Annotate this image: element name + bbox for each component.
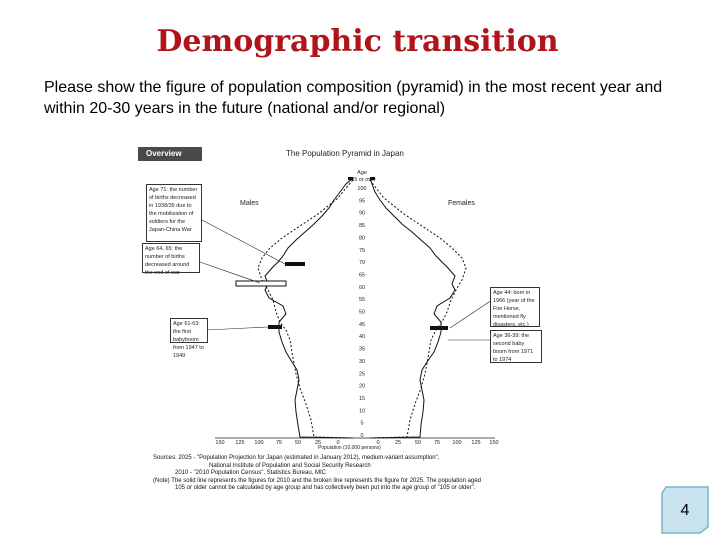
age-tick-label: 55 xyxy=(359,297,365,303)
age61-marker xyxy=(268,325,282,329)
page-number: 4 xyxy=(680,502,690,519)
age-tick-label: 85 xyxy=(359,223,365,229)
x-tick-label: 75 xyxy=(434,440,440,446)
source-line: 105 or older cannot be calculated by age… xyxy=(175,485,476,491)
age-tick-label: 65 xyxy=(359,272,365,278)
age-tick-label: 105 or over xyxy=(348,177,376,183)
x-tick-label: 125 xyxy=(471,440,480,446)
age-tick-label: 100 xyxy=(357,186,366,192)
age-tick-label: 40 xyxy=(359,334,365,340)
age-tick-label: 75 xyxy=(359,248,365,254)
note-age-44: Age 44: born in 1966 (year of the Fire H… xyxy=(490,287,540,328)
x-tick-label: 50 xyxy=(415,440,421,446)
age-tick-label: 10 xyxy=(359,408,365,414)
age-tick-label: 5 xyxy=(360,421,363,427)
note-age-71: Age 71: the number of births decreased i… xyxy=(146,184,202,242)
age-tick-label: 90 xyxy=(359,211,365,217)
overview-tag: Overview xyxy=(138,147,202,161)
x-tick-label: 125 xyxy=(235,440,244,446)
females-105-bar xyxy=(370,177,375,180)
age-tick-label: 25 xyxy=(359,371,365,377)
age-tick-label: 80 xyxy=(359,235,365,241)
x-tick-label: 100 xyxy=(452,440,461,446)
age-tick-label: 95 xyxy=(359,198,365,204)
males-105-bar xyxy=(348,177,353,180)
females-2025-outline xyxy=(369,179,467,439)
x-tick-label: 150 xyxy=(489,440,498,446)
x-tick-label: 25 xyxy=(315,440,321,446)
x-tick-label: 100 xyxy=(254,440,263,446)
page-number-badge: 4 xyxy=(660,485,710,535)
badge-shape xyxy=(661,486,709,534)
age-tick-label: 60 xyxy=(359,285,365,291)
age-tick-label: 30 xyxy=(359,359,365,365)
age-tick-label: 15 xyxy=(359,396,365,402)
source-line: National Institute of Population and Soc… xyxy=(209,462,371,469)
males-2010-outline xyxy=(264,177,354,439)
age-tick-label: 0 xyxy=(360,433,363,439)
x-tick-label: 50 xyxy=(295,440,301,446)
source-line: Sources: 2025 - "Population Projection f… xyxy=(153,455,440,461)
x-tick-label: 75 xyxy=(276,440,282,446)
age71-marker xyxy=(285,262,305,266)
figure-sources: Sources: 2025 - "Population Projection f… xyxy=(153,455,553,493)
age-tick-label: 45 xyxy=(359,322,365,328)
age-tick-label: 20 xyxy=(359,384,365,390)
females-label: Females xyxy=(448,200,475,207)
source-line: 2010 - "2010 Population Census", Statist… xyxy=(175,470,327,476)
x-tick-label: 0 xyxy=(336,440,339,446)
source-line: (Note) The solid line represents the fig… xyxy=(153,477,481,484)
females-2010-outline xyxy=(369,177,456,439)
figure-title: The Population Pyramid in Japan xyxy=(286,149,404,158)
x-axis-label: Population (10,000 persons) xyxy=(318,445,381,451)
slide-title: Demographic transition xyxy=(156,24,559,59)
note-age-64: Age 64, 65: the number of births decreas… xyxy=(142,243,200,276)
males-label: Males xyxy=(240,200,259,207)
age-axis-title: Age xyxy=(357,170,367,176)
age-tick-label: 50 xyxy=(359,310,365,316)
x-tick-label: 0 xyxy=(376,440,379,446)
males-2025-outline xyxy=(257,179,354,439)
x-tick-label: 25 xyxy=(395,440,401,446)
note-age-36-39: Age 36-39: the second baby boom from 197… xyxy=(490,330,542,363)
question-text: Please show the figure of population com… xyxy=(44,79,663,117)
age-tick-label: 70 xyxy=(359,260,365,266)
x-tick-label: 150 xyxy=(215,440,224,446)
age44-marker xyxy=(430,326,448,330)
note-age-61: Age 61-63: the first babyboom from 1947 … xyxy=(170,318,208,359)
age64-marker xyxy=(235,280,287,287)
age-tick-label: 35 xyxy=(359,347,365,353)
